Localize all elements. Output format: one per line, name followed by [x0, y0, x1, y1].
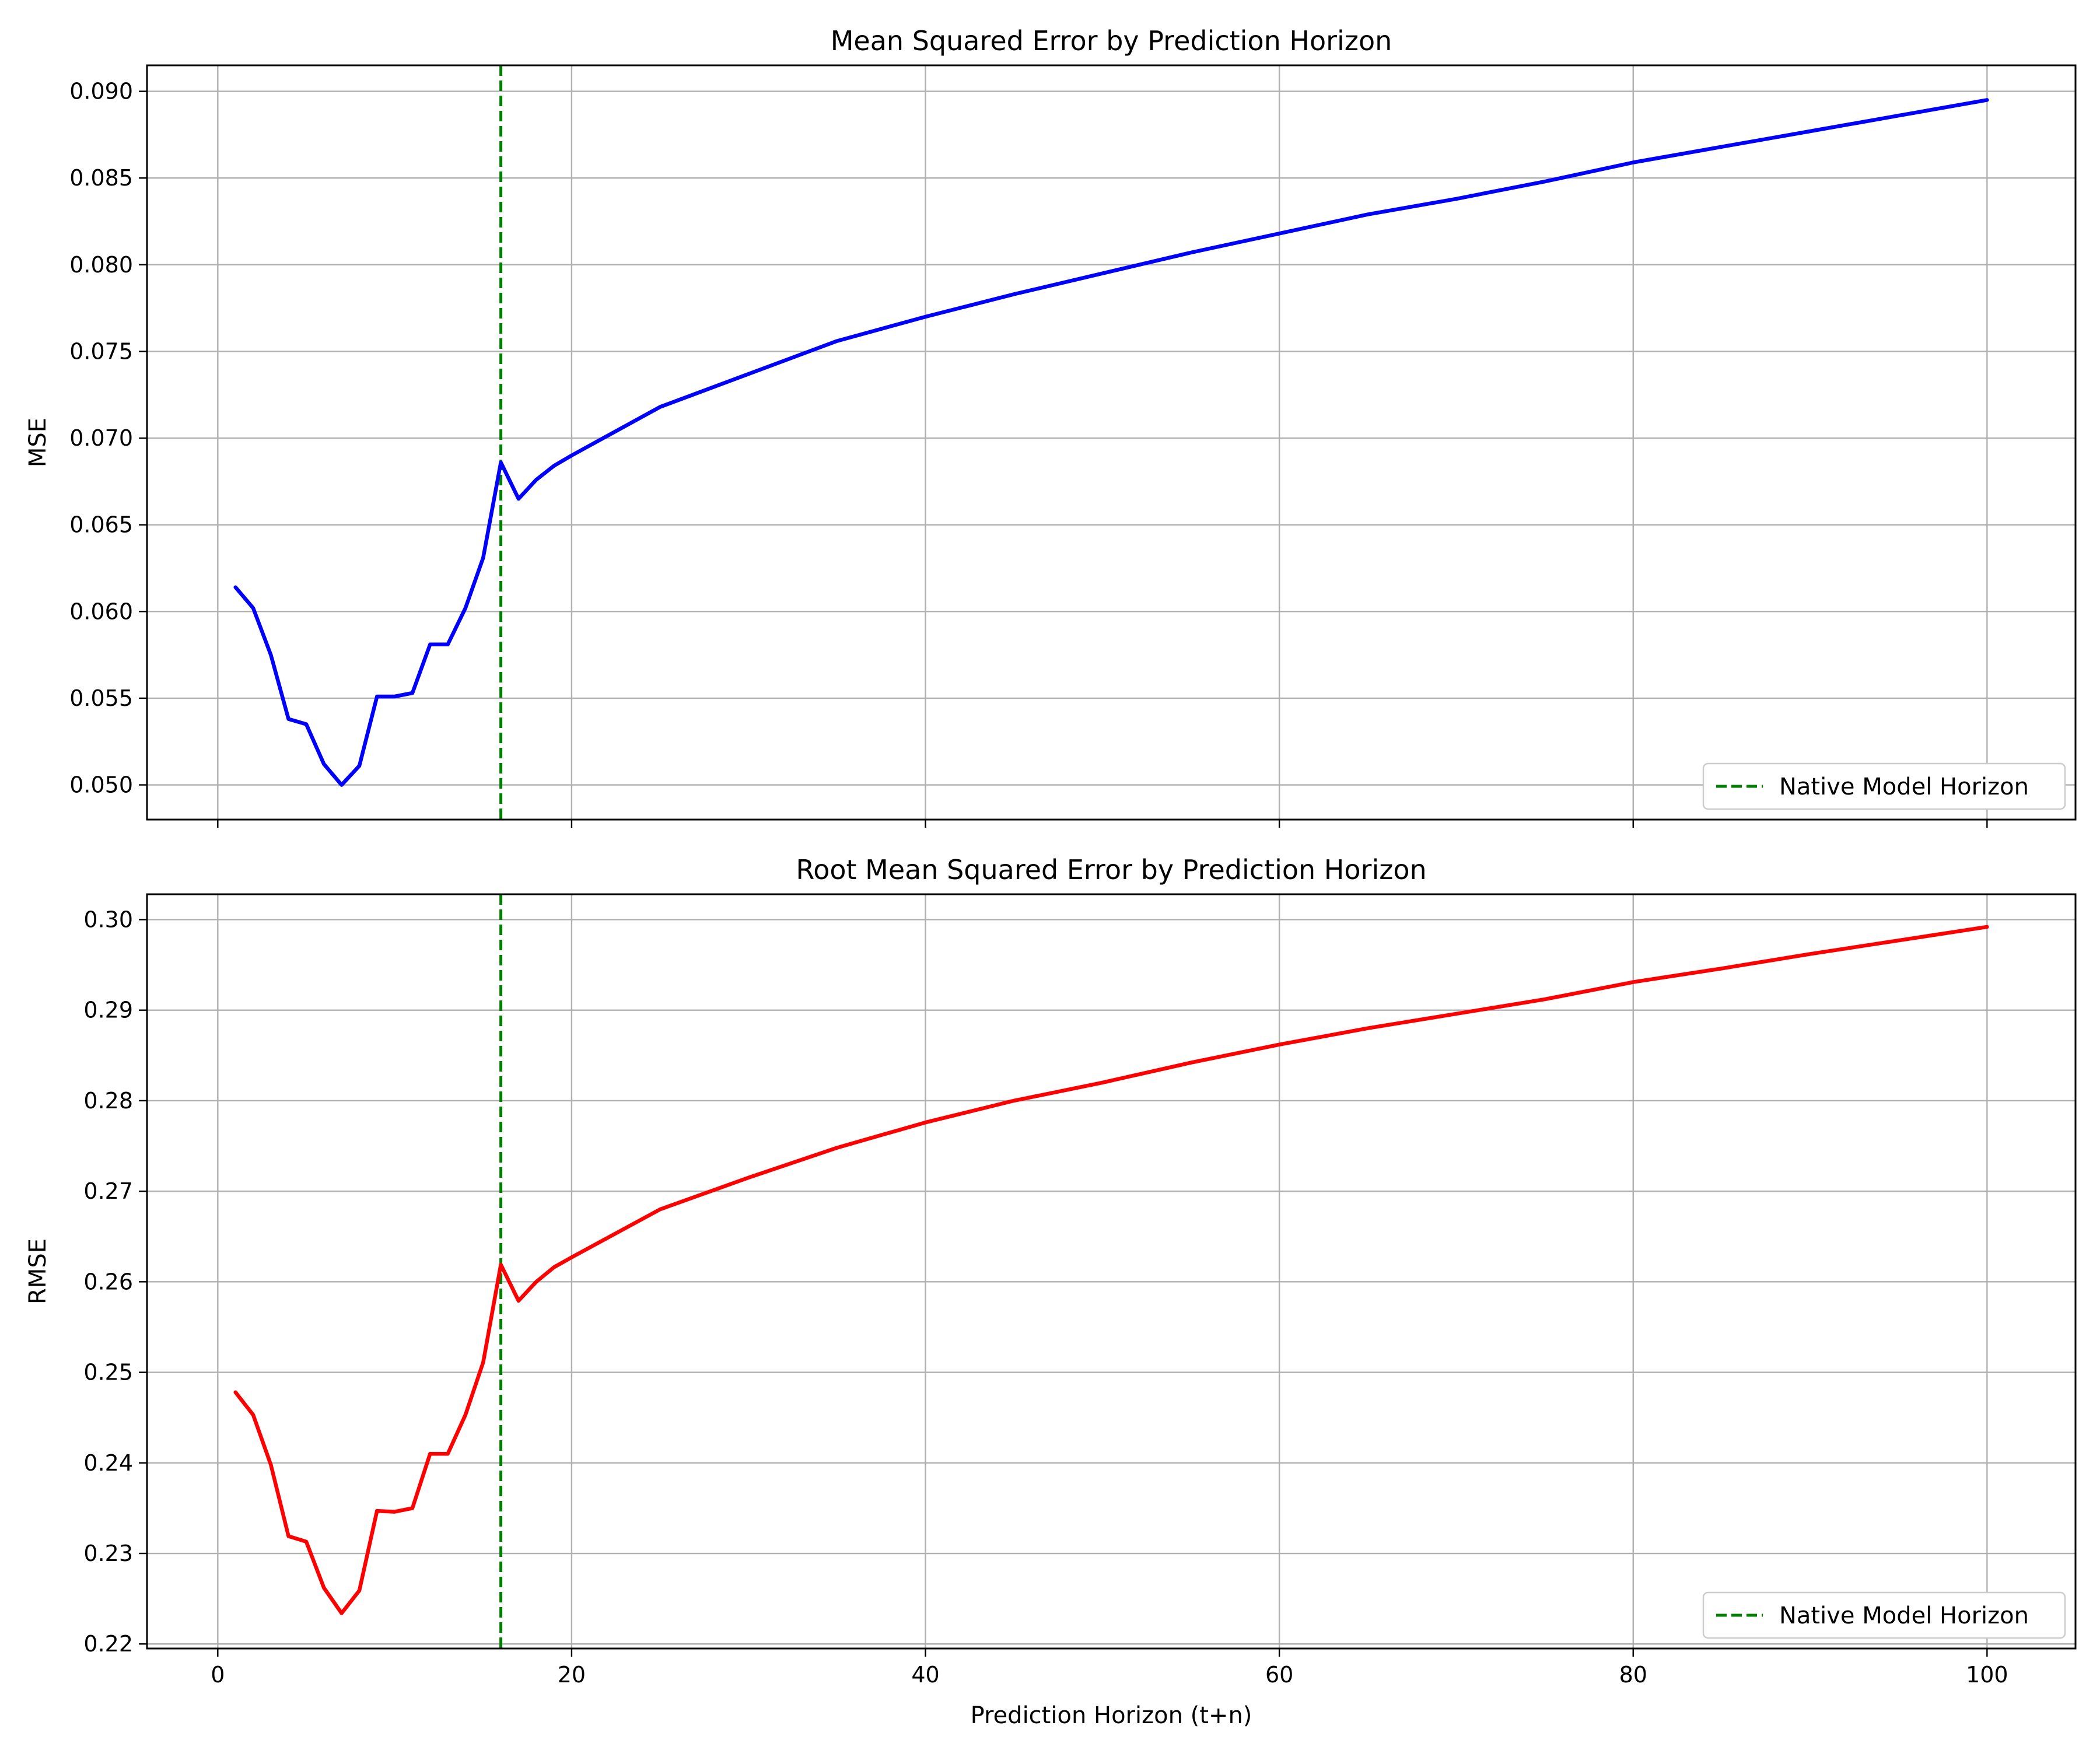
- mse-series-layer: [233, 98, 1989, 787]
- rmse-y-tick-label: 0.30: [83, 907, 133, 932]
- mse-legend-label: Native Model Horizon: [1779, 774, 2029, 800]
- mse-y-tick-label: 0.065: [69, 512, 133, 538]
- rmse-y-tick-label: 0.27: [83, 1178, 133, 1204]
- rmse-ticks: 0 20 40 60 80 100 0.22 0.23 0.24 0.25 0.26 0.27 0.28…: [83, 907, 2008, 1688]
- rmse-legend-label: Native Model Horizon: [1779, 1602, 2029, 1629]
- rmse-axes-frame: [146, 893, 2077, 1650]
- rmse-legend-box: [1702, 1591, 2066, 1639]
- rmse-legend: Native Model Horizon: [1702, 1591, 2066, 1639]
- mse-series-line: [233, 98, 1989, 787]
- rmse-x-tick-label: 80: [1619, 1662, 1647, 1688]
- rmse-x-tick-label: 100: [1966, 1662, 2008, 1688]
- rmse-y-axis-label: RMSE: [24, 1238, 51, 1304]
- rmse-x-tick-label: 60: [1265, 1662, 1293, 1688]
- mse-y-tick-label: 0.055: [69, 685, 133, 711]
- mse-legend-box: [1702, 762, 2066, 810]
- rmse-series-layer: [233, 925, 1989, 1615]
- rmse-y-tick-label: 0.25: [83, 1360, 133, 1385]
- rmse-x-axis-label: Prediction Horizon (t+n): [971, 1702, 1252, 1729]
- mse-y-tick-label: 0.075: [69, 338, 133, 364]
- rmse-subplot: 0 20 40 60 80 100 0.22 0.23 0.24 0.25 0.26 0.27 0.28…: [24, 854, 2077, 1729]
- mse-y-tick-label: 0.060: [69, 598, 133, 624]
- rmse-x-tick-label: 0: [211, 1662, 225, 1688]
- mse-ticks: 0.050 0.055 0.060 0.065 0.070 0.075 0.080 0.085…: [69, 79, 1988, 828]
- mse-y-tick-label: 0.050: [69, 772, 133, 798]
- rmse-x-tick-label: 20: [558, 1662, 586, 1688]
- mse-y-tick-label: 0.080: [69, 252, 133, 278]
- mse-y-tick-label: 0.085: [69, 165, 133, 191]
- mse-y-axis-label: MSE: [24, 418, 51, 467]
- mse-legend: Native Model Horizon: [1702, 762, 2066, 810]
- rmse-y-tick-label: 0.24: [83, 1450, 133, 1476]
- mse-subplot: 0.050 0.055 0.060 0.065 0.070 0.075 0.080 0.085…: [24, 25, 2077, 828]
- rmse-y-tick-label: 0.22: [83, 1631, 133, 1657]
- mse-chart-title: Mean Squared Error by Prediction Horizon: [831, 25, 1392, 57]
- mse-grid: [147, 65, 2076, 820]
- rmse-series-line: [233, 925, 1989, 1615]
- rmse-y-tick-label: 0.29: [83, 998, 133, 1023]
- rmse-x-tick-label: 40: [911, 1662, 939, 1688]
- mse-y-tick-label: 0.090: [69, 79, 133, 104]
- rmse-chart-title: Root Mean Squared Error by Prediction Ho…: [796, 854, 1426, 886]
- rmse-y-tick-label: 0.26: [83, 1269, 133, 1294]
- rmse-y-tick-label: 0.23: [83, 1541, 133, 1566]
- mse-y-tick-label: 0.070: [69, 425, 133, 451]
- mse-axes-frame: [146, 64, 2077, 821]
- rmse-y-tick-label: 0.28: [83, 1088, 133, 1114]
- rmse-grid: [147, 894, 2076, 1648]
